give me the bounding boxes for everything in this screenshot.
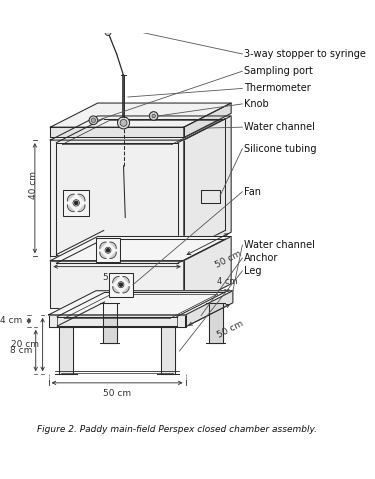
- Circle shape: [120, 119, 127, 126]
- Polygon shape: [100, 252, 106, 259]
- Polygon shape: [50, 237, 231, 261]
- Polygon shape: [50, 116, 231, 140]
- Text: 4 cm: 4 cm: [0, 316, 22, 325]
- FancyBboxPatch shape: [96, 238, 120, 262]
- Text: Water channel: Water channel: [244, 240, 315, 250]
- Text: Anchor: Anchor: [244, 253, 279, 263]
- Polygon shape: [184, 116, 231, 256]
- Circle shape: [119, 283, 123, 286]
- Polygon shape: [100, 242, 106, 249]
- Text: Water channel: Water channel: [244, 122, 315, 132]
- Circle shape: [75, 201, 78, 205]
- Polygon shape: [110, 252, 116, 259]
- Polygon shape: [186, 291, 233, 327]
- Polygon shape: [78, 205, 85, 212]
- Text: 20 cm: 20 cm: [11, 341, 39, 350]
- Polygon shape: [49, 291, 233, 315]
- Text: Fan: Fan: [244, 187, 261, 197]
- Text: 50 cm: 50 cm: [103, 273, 131, 282]
- Polygon shape: [201, 190, 220, 203]
- Polygon shape: [59, 327, 73, 374]
- Polygon shape: [78, 194, 85, 201]
- Text: 50 cm: 50 cm: [103, 389, 131, 398]
- Text: Figure 2. Paddy main-field Perspex closed chamber assembly.: Figure 2. Paddy main-field Perspex close…: [37, 425, 317, 433]
- Text: Knob: Knob: [244, 99, 269, 109]
- Polygon shape: [184, 103, 231, 137]
- Polygon shape: [123, 286, 129, 293]
- Polygon shape: [103, 303, 117, 343]
- Polygon shape: [68, 194, 74, 201]
- Text: Thermometer: Thermometer: [244, 83, 311, 93]
- Circle shape: [117, 117, 129, 129]
- Circle shape: [91, 118, 96, 123]
- Polygon shape: [50, 127, 184, 137]
- Polygon shape: [161, 327, 175, 374]
- Text: Leg: Leg: [244, 266, 262, 276]
- Polygon shape: [113, 286, 119, 293]
- Polygon shape: [184, 237, 231, 308]
- Polygon shape: [50, 140, 184, 256]
- Circle shape: [149, 112, 158, 120]
- Text: 3-way stopper to syringe: 3-way stopper to syringe: [244, 49, 366, 59]
- Text: Sampling port: Sampling port: [244, 66, 313, 76]
- Circle shape: [106, 249, 109, 252]
- FancyBboxPatch shape: [63, 190, 89, 216]
- Polygon shape: [209, 303, 222, 343]
- Circle shape: [105, 29, 111, 35]
- Text: 8 cm: 8 cm: [10, 346, 32, 355]
- Text: Silicone tubing: Silicone tubing: [244, 144, 316, 154]
- Polygon shape: [68, 205, 74, 212]
- Polygon shape: [50, 103, 231, 127]
- Polygon shape: [50, 261, 184, 308]
- Circle shape: [152, 114, 155, 118]
- Circle shape: [89, 116, 98, 125]
- Polygon shape: [123, 276, 129, 283]
- Polygon shape: [49, 315, 186, 327]
- Polygon shape: [110, 242, 116, 249]
- FancyBboxPatch shape: [109, 273, 133, 297]
- Text: 4 cm: 4 cm: [216, 277, 237, 286]
- Text: 50 cm: 50 cm: [214, 249, 243, 269]
- Polygon shape: [113, 276, 119, 283]
- Text: 50 cm: 50 cm: [216, 319, 245, 340]
- Text: 40 cm: 40 cm: [28, 171, 38, 199]
